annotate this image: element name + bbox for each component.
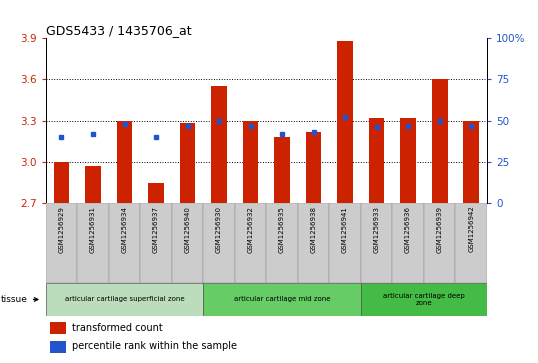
Bar — [77, 203, 109, 283]
Text: GSM1256938: GSM1256938 — [310, 206, 316, 253]
Text: articular cartilage superficial zone: articular cartilage superficial zone — [65, 297, 185, 302]
Bar — [274, 137, 290, 203]
Text: GSM1256940: GSM1256940 — [185, 206, 190, 253]
Text: articular cartilage mid zone: articular cartilage mid zone — [234, 297, 330, 302]
Bar — [392, 203, 424, 283]
Bar — [369, 118, 385, 203]
Bar — [203, 283, 361, 316]
Text: GSM1256939: GSM1256939 — [437, 206, 443, 253]
Bar — [180, 123, 195, 203]
Text: transformed count: transformed count — [72, 323, 163, 333]
Bar — [431, 79, 448, 203]
Text: articular cartilage deep
zone: articular cartilage deep zone — [383, 293, 465, 306]
Text: percentile rank within the sample: percentile rank within the sample — [72, 342, 237, 351]
Bar — [361, 203, 392, 283]
Bar — [46, 203, 77, 283]
Bar — [455, 203, 487, 283]
Text: GSM1256936: GSM1256936 — [405, 206, 411, 253]
Bar — [400, 118, 416, 203]
Text: GSM1256932: GSM1256932 — [247, 206, 253, 253]
Text: GSM1256935: GSM1256935 — [279, 206, 285, 253]
Text: GSM1256942: GSM1256942 — [468, 206, 474, 252]
Bar — [211, 86, 227, 203]
Bar — [46, 283, 203, 316]
Bar — [424, 203, 455, 283]
Bar — [109, 203, 140, 283]
Bar — [148, 183, 164, 203]
Bar — [298, 203, 329, 283]
Bar — [337, 41, 353, 203]
Text: GSM1256941: GSM1256941 — [342, 206, 348, 253]
Text: GSM1256934: GSM1256934 — [122, 206, 128, 253]
Bar — [203, 203, 235, 283]
Text: GDS5433 / 1435706_at: GDS5433 / 1435706_at — [46, 24, 192, 37]
Bar — [235, 203, 266, 283]
Bar — [306, 132, 321, 203]
Text: GSM1256929: GSM1256929 — [59, 206, 65, 253]
Bar — [50, 322, 66, 334]
Bar — [117, 121, 132, 203]
Text: GSM1256930: GSM1256930 — [216, 206, 222, 253]
Text: GSM1256933: GSM1256933 — [373, 206, 380, 253]
Text: tissue: tissue — [1, 295, 38, 304]
Bar — [140, 203, 172, 283]
Bar — [50, 341, 66, 352]
Text: GSM1256931: GSM1256931 — [90, 206, 96, 253]
Bar — [243, 121, 258, 203]
Bar — [85, 166, 101, 203]
Bar — [54, 162, 69, 203]
Bar — [266, 203, 298, 283]
Bar — [463, 121, 479, 203]
Bar — [172, 203, 203, 283]
Bar — [361, 283, 487, 316]
Text: GSM1256937: GSM1256937 — [153, 206, 159, 253]
Bar — [329, 203, 361, 283]
